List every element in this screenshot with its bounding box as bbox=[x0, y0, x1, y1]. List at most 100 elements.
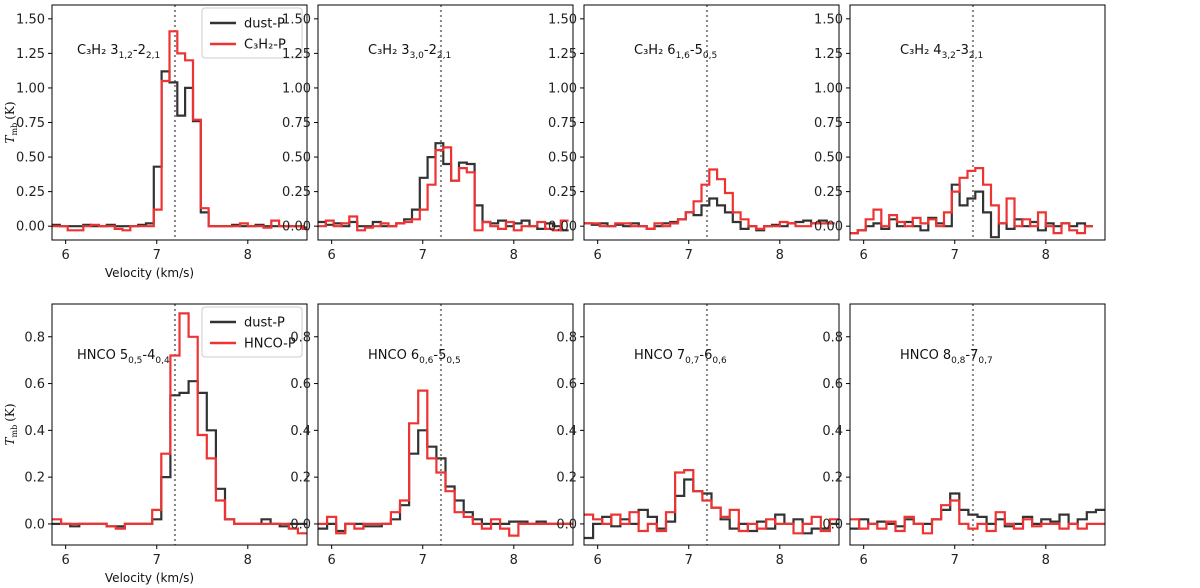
y-tick-label: 0.4 bbox=[24, 424, 45, 439]
y-tick-label: 0.6 bbox=[290, 377, 311, 392]
series-target-line bbox=[850, 167, 1093, 235]
label-upper-level: 5 bbox=[120, 348, 128, 363]
label-species: C₃H₂ bbox=[634, 43, 663, 58]
x-tick-label: 6 bbox=[860, 553, 868, 568]
y-tick-label: 0.00 bbox=[814, 220, 843, 235]
panel-4: 6 7 8 0.00 0.25 0.50 0.75 1.00 1.25 1.50 C₃H₂ 43,2-… bbox=[814, 4, 1106, 263]
series-target-line bbox=[584, 168, 835, 230]
x-tick-label: 7 bbox=[153, 553, 161, 568]
panel-label: C₃H₂ 31,2-22,1 bbox=[77, 43, 160, 61]
y-label-unit: (K) bbox=[3, 403, 17, 421]
panel-5: 6 7 8 0.0 0.2 0.4 0.6 0.8 HNCO 50,5-40,4 Tmb (K) Vel… bbox=[3, 303, 308, 585]
label-lower-level: -7 bbox=[965, 348, 978, 363]
y-label-sub: mb bbox=[10, 425, 19, 438]
y-tick-label: 0.2 bbox=[556, 471, 577, 486]
y-tick-label: 0.25 bbox=[814, 185, 843, 200]
label-lower-level: -5 bbox=[690, 43, 703, 58]
series-dust-line bbox=[52, 70, 307, 229]
y-label-symbol: T bbox=[3, 437, 17, 446]
panel-frame bbox=[317, 4, 574, 241]
label-upper-level: 6 bbox=[667, 43, 675, 58]
panel-label: C₃H₂ 33,0-22,1 bbox=[368, 43, 451, 61]
x-tick-label: 6 bbox=[328, 553, 336, 568]
x-tick-label: 8 bbox=[776, 248, 784, 263]
label-lower-sub: 0,4 bbox=[155, 356, 170, 366]
y-tick-label: 0.2 bbox=[24, 471, 45, 486]
x-tick-label: 8 bbox=[510, 248, 518, 263]
x-tick-label: 8 bbox=[1042, 248, 1050, 263]
y-tick-label: 0.0 bbox=[822, 517, 843, 532]
panel-frame bbox=[51, 4, 308, 241]
x-tick-label: 8 bbox=[244, 553, 252, 568]
y-tick-label: 0.50 bbox=[814, 151, 843, 166]
x-axis-label: Velocity (km/s) bbox=[105, 266, 194, 280]
y-tick-label: 0.0 bbox=[24, 517, 45, 532]
label-lower-sub: 2,1 bbox=[969, 51, 983, 61]
y-tick-label: 1.00 bbox=[16, 81, 45, 96]
x-tick-label: 6 bbox=[860, 248, 868, 263]
label-lower-sub: 2,1 bbox=[146, 51, 160, 61]
label-lower-sub: 0,7 bbox=[978, 356, 992, 366]
y-label-sub: mb bbox=[10, 123, 19, 136]
x-tick-label: 6 bbox=[594, 553, 602, 568]
y-tick-label: 0.0 bbox=[556, 517, 577, 532]
legend-box bbox=[201, 306, 303, 358]
label-species: HNCO bbox=[77, 348, 116, 363]
label-upper-level: 4 bbox=[933, 43, 941, 58]
legend-entry: dust-P bbox=[244, 17, 285, 32]
panel-frame bbox=[583, 303, 840, 546]
panel-1: 6 7 8 0.00 0.25 0.50 0.75 1.00 1.25 1.50 C₃H₂ 31,2-… bbox=[3, 4, 308, 280]
series-target-line bbox=[318, 146, 569, 232]
x-tick-label: 8 bbox=[1042, 553, 1050, 568]
y-tick-label: 1.50 bbox=[16, 12, 45, 27]
label-lower-level: -3 bbox=[956, 43, 969, 58]
y-tick-label: 0.8 bbox=[556, 330, 577, 345]
y-tick-label: 0.75 bbox=[814, 116, 843, 131]
x-tick-label: 8 bbox=[244, 248, 252, 263]
legend-entry: HNCO-P bbox=[244, 337, 296, 352]
series-target-line bbox=[318, 389, 573, 537]
label-upper-level: 3 bbox=[110, 43, 118, 58]
panel-2: 6 7 8 0.00 0.25 0.50 0.75 1.00 1.25 1.50 C₃H₂ 33,0-… bbox=[282, 4, 574, 263]
y-tick-label: 1.50 bbox=[282, 12, 311, 27]
label-upper-sub: 0,7 bbox=[685, 356, 699, 366]
y-tick-label: 0.8 bbox=[290, 330, 311, 345]
label-species: C₃H₂ bbox=[368, 43, 397, 58]
y-tick-label: 0.00 bbox=[282, 220, 311, 235]
label-upper-sub: 1,6 bbox=[676, 51, 691, 61]
y-tick-label: 0.25 bbox=[282, 185, 311, 200]
panel-label: HNCO 50,5-40,4 bbox=[77, 348, 170, 366]
y-tick-label: 0.00 bbox=[548, 220, 577, 235]
x-tick-label: 7 bbox=[419, 553, 427, 568]
y-tick-label: 1.00 bbox=[814, 81, 843, 96]
legend-entry: C₃H₂-P bbox=[244, 38, 286, 53]
series-dust-line bbox=[850, 183, 1093, 239]
label-lower-level: -4 bbox=[142, 348, 155, 363]
x-tick-label: 8 bbox=[510, 553, 518, 568]
y-tick-label: 0.50 bbox=[282, 151, 311, 166]
label-lower-level: -2 bbox=[133, 43, 146, 58]
y-tick-label: 1.25 bbox=[282, 47, 311, 62]
series-target-line bbox=[52, 312, 307, 535]
series-target-line bbox=[52, 30, 307, 232]
label-upper-sub: 1,2 bbox=[119, 51, 133, 61]
label-lower-level: -6 bbox=[699, 348, 712, 363]
label-species: C₃H₂ bbox=[900, 43, 929, 58]
series-target-line bbox=[850, 499, 1105, 535]
x-tick-label: 6 bbox=[62, 248, 70, 263]
panel-label: HNCO 60,6-50,5 bbox=[368, 348, 461, 366]
label-lower-sub: 0,5 bbox=[446, 356, 460, 366]
y-tick-label: 0.4 bbox=[290, 424, 311, 439]
label-lower-sub: 2,1 bbox=[437, 51, 451, 61]
label-upper-sub: 3,2 bbox=[942, 51, 956, 61]
y-tick-label: 0.8 bbox=[24, 330, 45, 345]
y-tick-label: 1.25 bbox=[548, 47, 577, 62]
y-tick-label: 1.50 bbox=[814, 12, 843, 27]
panel-label: HNCO 70,7-60,6 bbox=[634, 348, 727, 366]
label-lower-sub: 0,6 bbox=[712, 356, 727, 366]
label-upper-sub: 3,0 bbox=[410, 51, 425, 61]
